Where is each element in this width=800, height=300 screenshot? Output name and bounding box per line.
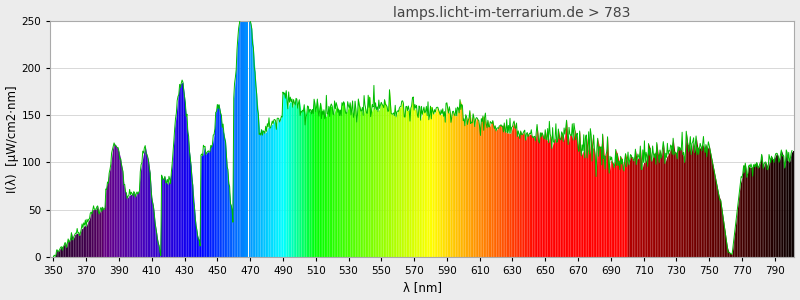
Title: lamps.licht-im-terrarium.de > 783: lamps.licht-im-terrarium.de > 783 bbox=[393, 6, 630, 20]
Y-axis label: I(λ)  [µW/cm2⋅nm]: I(λ) [µW/cm2⋅nm] bbox=[6, 85, 18, 193]
X-axis label: λ [nm]: λ [nm] bbox=[402, 281, 442, 294]
